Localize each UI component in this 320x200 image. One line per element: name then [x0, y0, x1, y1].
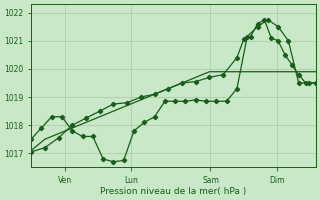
- X-axis label: Pression niveau de la mer( hPa ): Pression niveau de la mer( hPa ): [100, 187, 247, 196]
